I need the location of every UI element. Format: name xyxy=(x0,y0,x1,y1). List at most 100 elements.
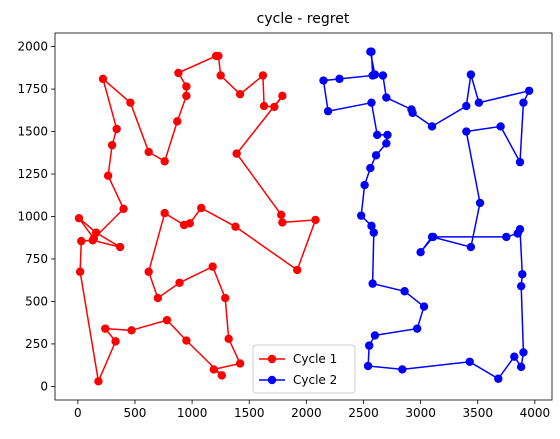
data-point xyxy=(216,71,225,80)
data-point xyxy=(74,213,84,223)
data-point xyxy=(475,198,485,208)
data-point xyxy=(162,315,172,325)
data-point xyxy=(221,293,230,303)
y-tick-label: 750 xyxy=(25,252,48,266)
data-point xyxy=(516,281,526,291)
y-tick-label: 0 xyxy=(40,379,48,393)
data-point xyxy=(515,225,525,234)
x-tick-label: 4000 xyxy=(520,406,551,420)
data-point xyxy=(235,89,245,99)
data-point xyxy=(419,302,429,311)
data-point xyxy=(197,203,206,213)
data-point xyxy=(144,267,153,276)
data-point xyxy=(519,98,528,107)
data-point xyxy=(111,337,120,346)
data-point xyxy=(378,71,388,80)
data-point xyxy=(182,336,191,345)
data-point xyxy=(126,98,135,107)
data-point xyxy=(319,76,328,85)
data-point xyxy=(173,117,182,126)
data-point xyxy=(518,270,527,279)
data-point xyxy=(367,47,376,56)
data-point xyxy=(179,220,189,230)
data-point xyxy=(323,106,333,116)
data-point xyxy=(175,278,184,287)
legend-swatch-marker xyxy=(267,375,277,385)
x-tick-label: 1500 xyxy=(234,406,265,420)
data-point xyxy=(293,265,302,275)
data-point xyxy=(474,98,484,107)
chart-title: cycle - regret xyxy=(257,11,350,27)
data-point xyxy=(427,122,437,131)
y-tick-label: 250 xyxy=(25,337,48,351)
data-point xyxy=(259,101,269,111)
data-point xyxy=(101,324,110,333)
data-point xyxy=(367,221,376,231)
data-point xyxy=(502,232,511,242)
legend-label: Cycle 1 xyxy=(293,352,337,366)
data-point xyxy=(466,242,476,252)
x-tick-label: 0 xyxy=(74,406,82,420)
series-1 xyxy=(74,51,320,386)
data-point xyxy=(235,359,245,368)
data-point xyxy=(94,377,103,386)
data-point xyxy=(208,262,217,271)
data-point xyxy=(371,151,381,160)
y-tick-label: 1500 xyxy=(17,125,48,139)
data-point xyxy=(217,371,227,380)
data-point xyxy=(119,204,128,214)
x-tick-label: 3500 xyxy=(462,406,493,420)
y-tick-label: 1000 xyxy=(17,210,48,224)
plot-area xyxy=(74,47,534,386)
data-point xyxy=(232,149,241,158)
legend-label: Cycle 2 xyxy=(293,373,337,387)
data-point xyxy=(270,102,279,112)
data-point xyxy=(364,341,374,350)
data-point xyxy=(209,365,219,374)
data-point xyxy=(382,139,391,148)
legend-item: Cycle 1 xyxy=(259,352,337,366)
data-point xyxy=(278,218,287,227)
y-tick-label: 1750 xyxy=(17,82,48,96)
data-point xyxy=(98,74,108,84)
data-point xyxy=(398,365,407,374)
data-point xyxy=(112,124,121,134)
data-point xyxy=(160,208,169,218)
data-point xyxy=(277,210,286,220)
data-point xyxy=(510,352,519,361)
data-point xyxy=(127,326,136,335)
data-point xyxy=(278,91,287,101)
series-line xyxy=(322,51,531,380)
data-point xyxy=(462,127,471,136)
data-point xyxy=(160,157,169,166)
data-point xyxy=(416,247,425,257)
data-point xyxy=(465,357,474,366)
legend-box xyxy=(252,344,356,394)
data-point xyxy=(524,86,534,95)
y-tick-label: 1250 xyxy=(17,167,48,181)
data-point xyxy=(382,93,391,102)
data-point xyxy=(496,122,505,131)
y-tick-label: 500 xyxy=(25,294,48,308)
data-point xyxy=(182,82,191,91)
axes: 0 500 1000 1500 2000 2500 3000 3500 4000 0 250 500 7… xyxy=(17,32,553,420)
data-point xyxy=(356,211,366,220)
data-point xyxy=(144,147,153,157)
data-point xyxy=(412,324,422,333)
data-point xyxy=(515,157,525,167)
data-point xyxy=(211,51,221,61)
data-point xyxy=(115,242,125,252)
data-point xyxy=(372,130,382,140)
data-point xyxy=(408,108,417,118)
legend: Cycle 1 Cycle 2 xyxy=(252,344,356,394)
x-tick-label: 500 xyxy=(124,406,147,420)
data-point xyxy=(368,279,377,288)
data-point xyxy=(366,163,375,173)
x-tick-label: 3000 xyxy=(405,406,436,420)
data-point xyxy=(311,215,320,225)
data-point xyxy=(77,236,86,246)
data-point xyxy=(368,71,377,80)
data-point xyxy=(370,331,380,340)
data-point xyxy=(428,232,438,242)
